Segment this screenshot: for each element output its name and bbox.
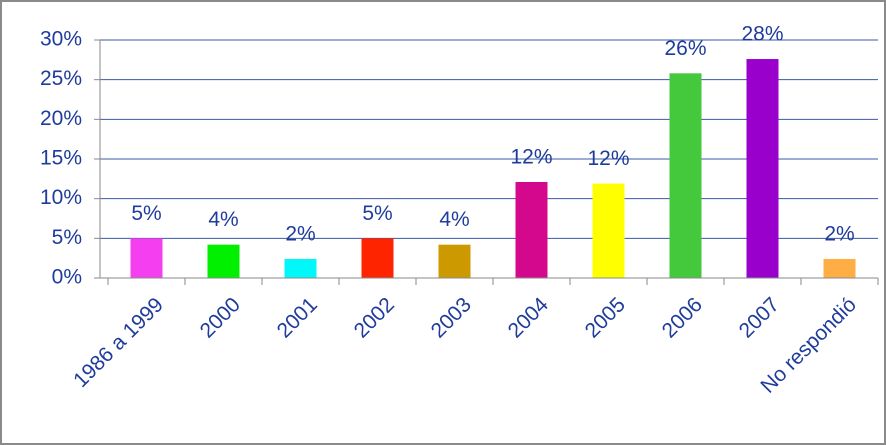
data-label: 28% [741, 23, 783, 46]
bar [669, 73, 702, 278]
y-tick-label: 30% [40, 28, 82, 51]
data-label: 5% [362, 202, 392, 225]
bar [746, 59, 779, 278]
bar [284, 258, 317, 278]
data-label: 12% [510, 146, 552, 169]
data-label: 26% [664, 37, 706, 60]
bar [823, 258, 856, 278]
data-label: 12% [587, 147, 629, 170]
data-label: 2% [824, 223, 854, 246]
data-label: 5% [131, 202, 161, 225]
y-tick-label: 25% [40, 67, 82, 90]
y-tick-label: 5% [52, 226, 82, 249]
y-tick-label: 15% [40, 147, 82, 170]
bar [361, 238, 394, 278]
data-label: 2% [285, 223, 315, 246]
bar [130, 238, 163, 278]
y-tick-label: 20% [40, 107, 82, 130]
bar [592, 183, 625, 278]
bar [438, 244, 471, 278]
y-tick-label: 0% [52, 266, 82, 289]
bar [515, 182, 548, 278]
bar [207, 244, 240, 278]
data-label: 4% [208, 208, 238, 231]
data-label: 4% [439, 208, 469, 231]
y-tick-label: 10% [40, 186, 82, 209]
